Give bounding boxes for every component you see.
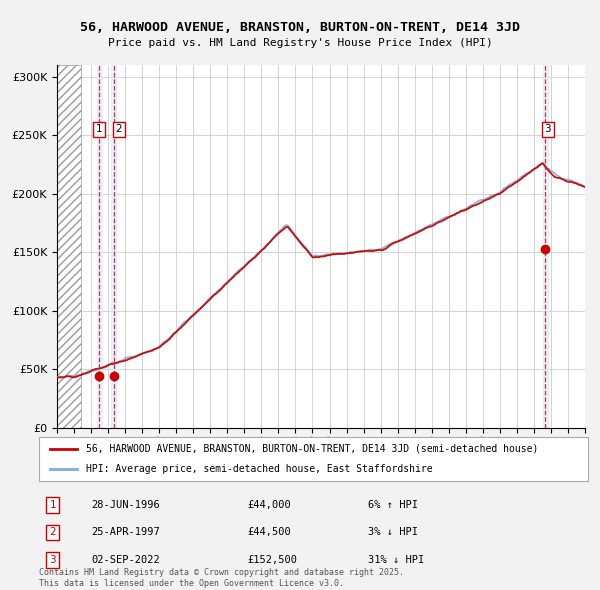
Text: £44,000: £44,000 bbox=[248, 500, 292, 510]
Bar bbox=[97, 65, 102, 428]
Text: 31% ↓ HPI: 31% ↓ HPI bbox=[368, 555, 425, 565]
Text: 2: 2 bbox=[49, 527, 56, 537]
Text: Contains HM Land Registry data © Crown copyright and database right 2025.
This d: Contains HM Land Registry data © Crown c… bbox=[39, 568, 404, 588]
Text: 6% ↑ HPI: 6% ↑ HPI bbox=[368, 500, 418, 510]
Text: £44,500: £44,500 bbox=[248, 527, 292, 537]
Text: £152,500: £152,500 bbox=[248, 555, 298, 565]
Text: 3% ↓ HPI: 3% ↓ HPI bbox=[368, 527, 418, 537]
Bar bbox=[57, 65, 81, 428]
Text: 28-JUN-1996: 28-JUN-1996 bbox=[91, 500, 160, 510]
Text: 56, HARWOOD AVENUE, BRANSTON, BURTON-ON-TRENT, DE14 3JD: 56, HARWOOD AVENUE, BRANSTON, BURTON-ON-… bbox=[80, 21, 520, 34]
Text: 25-APR-1997: 25-APR-1997 bbox=[91, 527, 160, 537]
Text: 02-SEP-2022: 02-SEP-2022 bbox=[91, 555, 160, 565]
Bar bbox=[111, 65, 116, 428]
Text: 56, HARWOOD AVENUE, BRANSTON, BURTON-ON-TRENT, DE14 3JD (semi-detached house): 56, HARWOOD AVENUE, BRANSTON, BURTON-ON-… bbox=[86, 444, 538, 454]
Text: Price paid vs. HM Land Registry's House Price Index (HPI): Price paid vs. HM Land Registry's House … bbox=[107, 38, 493, 48]
Text: 1: 1 bbox=[49, 500, 56, 510]
Text: 1: 1 bbox=[96, 124, 103, 135]
Bar bbox=[543, 65, 548, 428]
Text: HPI: Average price, semi-detached house, East Staffordshire: HPI: Average price, semi-detached house,… bbox=[86, 464, 432, 474]
Text: 2: 2 bbox=[115, 124, 122, 135]
Text: 3: 3 bbox=[49, 555, 56, 565]
Text: 3: 3 bbox=[545, 124, 551, 135]
